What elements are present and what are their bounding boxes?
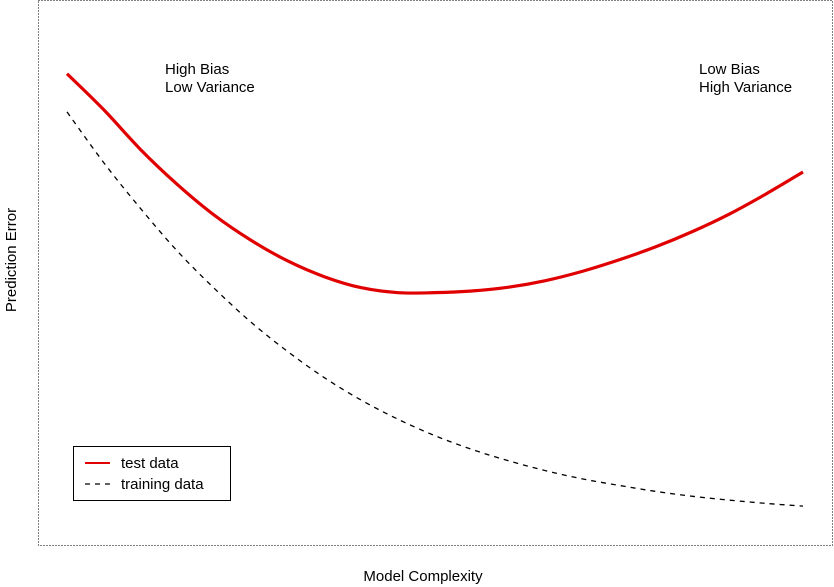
series-layer	[65, 72, 804, 507]
annotation-left-line-2: Low Variance	[165, 79, 255, 96]
annotation-right: Low Bias High Variance	[699, 61, 792, 96]
annotation-right-line-2: High Variance	[699, 79, 792, 96]
y-axis-label: Prediction Error	[3, 208, 20, 312]
legend: test data training data	[73, 446, 231, 501]
x-axis-label: Model Complexity	[363, 568, 483, 585]
legend-label-test-data: test data	[121, 455, 179, 472]
plot-frame	[38, 0, 833, 546]
legend-label-training-data: training data	[121, 476, 204, 493]
annotation-right-line-1: Low Bias	[699, 61, 760, 78]
annotation-left: High Bias Low Variance	[165, 61, 255, 96]
series-line-test-data	[65, 72, 804, 295]
annotation-left-line-1: High Bias	[165, 61, 229, 78]
series-line-training-data	[66, 111, 804, 507]
legend-box	[73, 446, 231, 501]
